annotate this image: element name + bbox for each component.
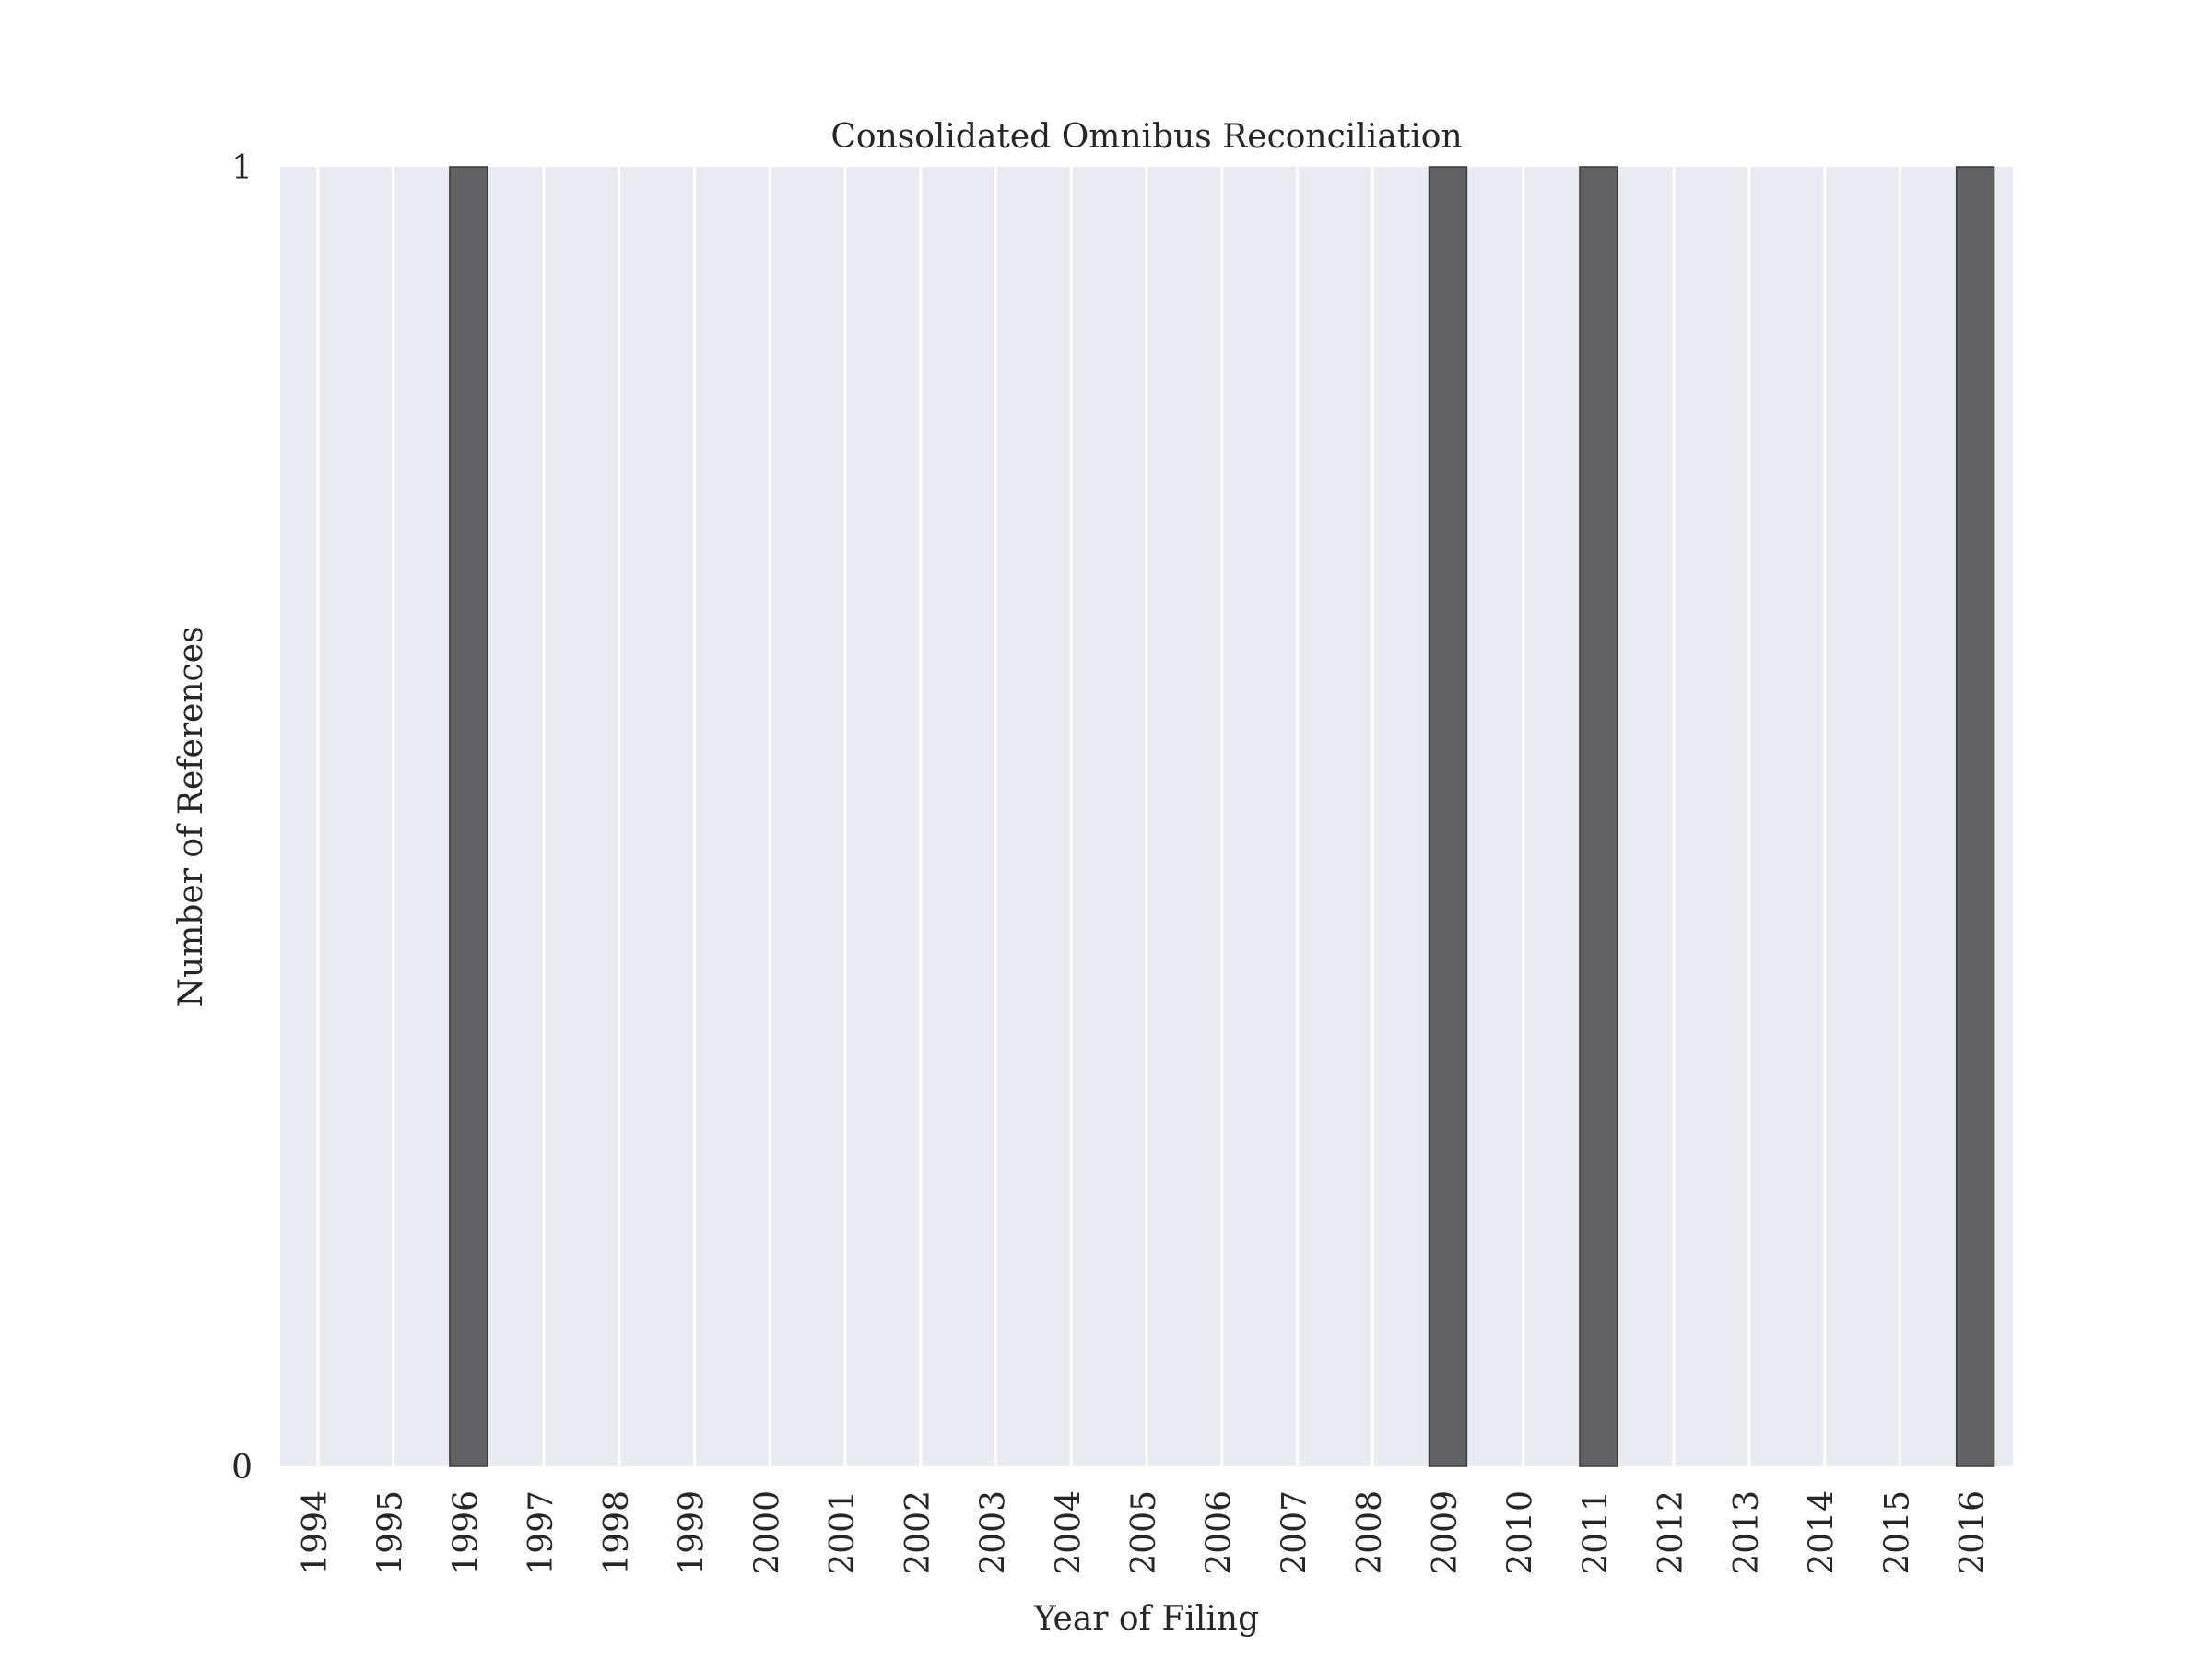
x-tick-label-2011: 2011 [1577, 1490, 1615, 1575]
y-tick-label-0: 0 [231, 1449, 253, 1487]
chart-title: Consolidated Omnibus Reconciliation [830, 118, 1462, 156]
bars [449, 166, 1995, 1467]
x-tick-label-2010: 2010 [1502, 1490, 1540, 1575]
x-tick-label-2000: 2000 [748, 1490, 786, 1575]
bar-2016 [1955, 166, 1995, 1467]
x-tick-label-2007: 2007 [1276, 1490, 1313, 1575]
x-tick-label-2006: 2006 [1201, 1490, 1239, 1575]
x-tick-label-2016: 2016 [1954, 1490, 1992, 1575]
x-tick-label-1995: 1995 [372, 1490, 410, 1575]
y-axis-label: Number of References [172, 627, 210, 1007]
bar-1996 [449, 166, 488, 1467]
x-tick-label-1997: 1997 [523, 1490, 560, 1575]
x-tick-label-1994: 1994 [297, 1490, 335, 1575]
x-tick-label-2012: 2012 [1653, 1490, 1690, 1575]
x-tick-label-1996: 1996 [447, 1490, 485, 1575]
x-tick-label-1998: 1998 [598, 1490, 636, 1575]
x-tick-label-2004: 2004 [1050, 1490, 1088, 1575]
x-axis-ticks: 1994 1995 1996 1997 1998 1999 2000 2001 2002 2003… [297, 1490, 1992, 1575]
bar-2011 [1579, 166, 1618, 1467]
x-tick-label-2005: 2005 [1125, 1490, 1163, 1575]
y-tick-label-1: 1 [231, 149, 253, 187]
x-tick-label-2009: 2009 [1427, 1490, 1465, 1575]
x-tick-label-2014: 2014 [1804, 1490, 1841, 1575]
x-axis-label: Year of Filing [1033, 1600, 1259, 1638]
x-tick-label-2002: 2002 [900, 1490, 937, 1575]
x-tick-label-2013: 2013 [1728, 1490, 1766, 1575]
x-tick-label-2001: 2001 [824, 1490, 862, 1575]
x-tick-label-2003: 2003 [975, 1490, 1013, 1575]
x-tick-label-1999: 1999 [674, 1490, 712, 1575]
y-axis-ticks: 01 [231, 149, 253, 1487]
bar-2009 [1428, 166, 1468, 1467]
x-tick-label-2008: 2008 [1351, 1490, 1389, 1575]
x-tick-label-2015: 2015 [1878, 1490, 1916, 1575]
